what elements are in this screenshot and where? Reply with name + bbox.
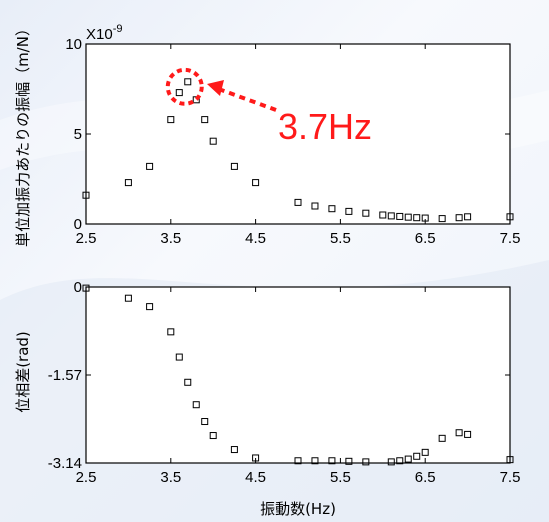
amplitude-data-point	[175, 89, 183, 97]
amplitude-data-point	[146, 162, 154, 170]
phase-x-tick-label: 7.5	[500, 469, 521, 486]
amplitude-data-point	[328, 205, 336, 213]
phase-data-point	[421, 448, 429, 456]
amplitude-y-tick-label: 5	[74, 126, 82, 143]
amplitude-data-point	[421, 214, 429, 222]
amplitude-data-point	[230, 162, 238, 170]
phase-data-point	[413, 452, 421, 460]
amplitude-data-point	[413, 214, 421, 222]
amplitude-x-tick-label: 3.5	[160, 230, 181, 247]
peak-annotation: 3.7Hz	[165, 67, 372, 147]
x-axis-label: 振動数(Hz)	[260, 500, 336, 518]
amplitude-data-point	[438, 215, 446, 223]
phase-data-point	[438, 434, 446, 442]
phase-data-point	[311, 457, 319, 465]
amplitude-data-point	[506, 213, 514, 221]
amplitude-x-tick-label: 2.5	[76, 230, 97, 247]
amplitude-data-point	[184, 78, 192, 86]
amplitude-y-tick-label: 0	[74, 216, 82, 233]
phase-x-tick-label: 2.5	[76, 469, 97, 486]
phase-data-point	[146, 303, 154, 311]
phase-data-point	[506, 456, 514, 464]
amplitude-data-point	[311, 202, 319, 210]
phase-data-point	[192, 401, 200, 409]
phase-data-point	[201, 418, 209, 426]
phase-data-point	[404, 455, 412, 463]
phase-data-point	[387, 458, 395, 466]
peak-annotation-label: 3.7Hz	[278, 106, 372, 147]
phase-data-point	[175, 353, 183, 361]
phase-data-point	[167, 328, 175, 336]
amplitude-y-axis-label: 単位加振力あたりの振幅（m/N）	[14, 21, 32, 247]
phase-y-tick-label: -1.57	[48, 367, 82, 384]
amplitude-data-point	[124, 179, 132, 187]
phase-plot-area	[85, 286, 511, 464]
amplitude-multiplier: X10-9	[86, 23, 122, 43]
amplitude-data-point	[396, 212, 404, 220]
phase-data-point	[328, 457, 336, 465]
amplitude-data-point	[201, 116, 209, 124]
amplitude-data-point	[379, 211, 387, 219]
amplitude-y-tick-label: 10	[65, 36, 82, 53]
phase-data-point	[252, 454, 260, 462]
phase-y-tick-label: 0	[74, 279, 82, 296]
amplitude-panel: 0 5 10 2.5 3.5 4.5 5.5 6.5 7.5 X10-9 単位加振力あたりの振…	[14, 21, 520, 247]
amplitude-data-point	[252, 179, 260, 187]
phase-data-point	[184, 378, 192, 386]
amplitude-plot-area	[85, 43, 511, 225]
phase-x-tick-label: 6.5	[415, 469, 436, 486]
amplitude-data-point	[167, 116, 175, 124]
phase-x-tick-label: 5.5	[330, 469, 351, 486]
peak-highlight-circle	[165, 67, 204, 106]
phase-y-tick-label: -3.14	[48, 455, 82, 472]
peak-arrow-head	[207, 80, 224, 96]
phase-data-point	[464, 430, 472, 438]
amplitude-data-point	[455, 214, 463, 222]
amplitude-x-tick-label: 5.5	[330, 230, 351, 247]
phase-data-point	[345, 457, 353, 465]
amplitude-x-tick-label: 4.5	[245, 230, 266, 247]
amplitude-data-point	[464, 213, 472, 221]
amplitude-data-point	[209, 137, 217, 145]
amplitude-data-point	[387, 212, 395, 220]
phase-data-point	[455, 429, 463, 437]
phase-data-point	[230, 446, 238, 454]
amplitude-data-point	[404, 213, 412, 221]
phase-data-point	[396, 457, 404, 465]
phase-data-point	[82, 284, 90, 292]
phase-data-point	[294, 457, 302, 465]
phase-data-point	[362, 458, 370, 466]
amplitude-x-tick-label: 7.5	[500, 230, 521, 247]
amplitude-data-point	[362, 209, 370, 217]
phase-y-axis-label: 位相差(rad)	[14, 331, 32, 413]
amplitude-x-tick-label: 6.5	[415, 230, 436, 247]
phase-data-point	[124, 294, 132, 302]
phase-x-tick-label: 3.5	[160, 469, 181, 486]
amplitude-data-point	[82, 191, 90, 199]
phase-panel: 0-1.57-3.14 2.5 3.5 4.5 5.5 6.5 7.5 位相差(rad) …	[14, 279, 520, 518]
amplitude-data-point	[345, 207, 353, 215]
phase-x-tick-label: 4.5	[245, 469, 266, 486]
phase-data-point	[209, 432, 217, 440]
amplitude-data-point	[294, 198, 302, 206]
